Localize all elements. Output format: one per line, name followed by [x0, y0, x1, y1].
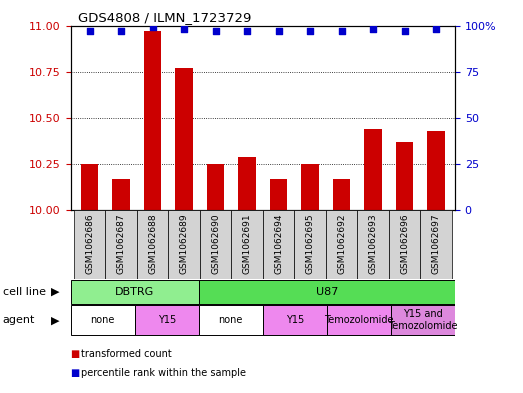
Bar [71, 305, 135, 335]
Bar [175, 68, 192, 210]
Text: GSM1062691: GSM1062691 [243, 214, 252, 274]
Bar [74, 210, 105, 279]
Bar [301, 164, 319, 210]
Point [149, 24, 157, 31]
Point [211, 28, 220, 34]
Text: ▶: ▶ [51, 315, 59, 325]
Text: GSM1062694: GSM1062694 [274, 214, 283, 274]
Bar [333, 179, 350, 210]
Text: GSM1062693: GSM1062693 [369, 214, 378, 274]
Text: GSM1062696: GSM1062696 [400, 214, 409, 274]
Text: GSM1062695: GSM1062695 [305, 214, 314, 274]
Bar [168, 210, 200, 279]
Bar [200, 210, 231, 279]
Text: GSM1062688: GSM1062688 [148, 214, 157, 274]
Bar [357, 210, 389, 279]
Text: Y15: Y15 [286, 315, 304, 325]
Text: GSM1062692: GSM1062692 [337, 214, 346, 274]
Point [432, 26, 440, 32]
Bar [263, 210, 294, 279]
Bar [199, 279, 455, 304]
Text: Temozolomide: Temozolomide [324, 315, 394, 325]
Bar [137, 210, 168, 279]
Text: GSM1062687: GSM1062687 [117, 214, 126, 274]
Bar [81, 164, 98, 210]
Bar [144, 31, 161, 210]
Text: cell line: cell line [3, 287, 46, 297]
Bar [420, 210, 452, 279]
Text: GDS4808 / ILMN_1723729: GDS4808 / ILMN_1723729 [78, 11, 252, 24]
Text: GSM1062689: GSM1062689 [179, 214, 188, 274]
Text: none: none [90, 315, 115, 325]
Bar [396, 142, 413, 210]
Text: ■: ■ [71, 367, 80, 378]
Text: GSM1062697: GSM1062697 [431, 214, 440, 274]
Text: Y15: Y15 [157, 315, 176, 325]
Bar [238, 157, 256, 210]
Bar [135, 305, 199, 335]
Text: none: none [219, 315, 243, 325]
Point [85, 28, 94, 34]
Text: GSM1062686: GSM1062686 [85, 214, 94, 274]
Bar [294, 210, 326, 279]
Text: U87: U87 [316, 287, 338, 297]
Text: DBTRG: DBTRG [115, 287, 154, 297]
Text: ▶: ▶ [51, 287, 59, 297]
Text: percentile rank within the sample: percentile rank within the sample [81, 367, 246, 378]
Bar [389, 210, 420, 279]
Bar [263, 305, 327, 335]
Bar [427, 131, 445, 210]
Bar [270, 179, 287, 210]
Bar [199, 305, 263, 335]
Bar [112, 179, 130, 210]
Bar [327, 305, 391, 335]
Text: transformed count: transformed count [81, 349, 172, 359]
Text: agent: agent [3, 315, 35, 325]
Bar [326, 210, 357, 279]
Point [306, 28, 314, 34]
Bar [231, 210, 263, 279]
Bar [207, 164, 224, 210]
Point [243, 28, 251, 34]
Point [117, 28, 125, 34]
Point [275, 28, 283, 34]
Text: ■: ■ [71, 349, 80, 359]
Bar [391, 305, 455, 335]
Point [369, 26, 377, 32]
Bar [105, 210, 137, 279]
Text: Y15 and
Temozolomide: Y15 and Temozolomide [388, 310, 458, 331]
Point [337, 28, 346, 34]
Point [180, 26, 188, 32]
Point [401, 28, 409, 34]
Text: GSM1062690: GSM1062690 [211, 214, 220, 274]
Bar [365, 129, 382, 210]
Bar [71, 279, 199, 304]
